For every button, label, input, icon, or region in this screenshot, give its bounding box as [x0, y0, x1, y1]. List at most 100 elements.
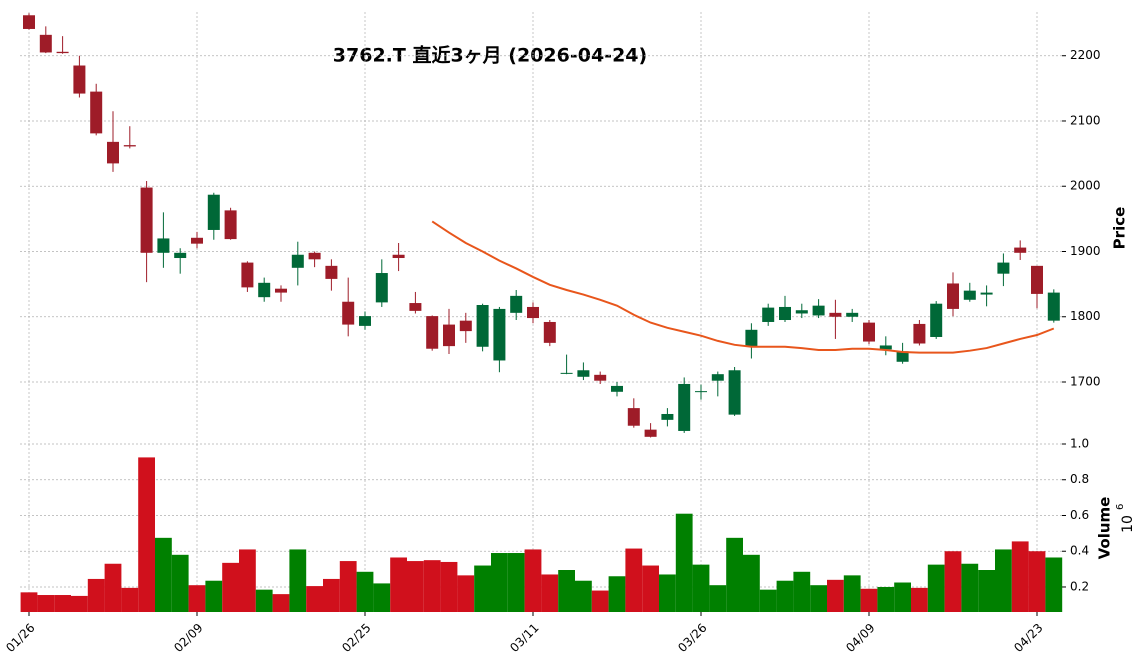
- volume-bar: [894, 582, 911, 612]
- candle-body: [258, 282, 271, 298]
- candle-body: [930, 303, 943, 337]
- volume-bar: [524, 549, 542, 612]
- volume-bar: [927, 564, 945, 612]
- candle-body: [73, 65, 86, 94]
- y-tick-label: 1700: [1070, 375, 1101, 389]
- x-tick-label: 04/23: [1011, 621, 1045, 655]
- volume-bar: [356, 571, 374, 612]
- volume-bar: [541, 574, 559, 612]
- moving-average-line: [431, 220, 1055, 354]
- candle-body: [291, 254, 304, 268]
- candle-body: [392, 254, 405, 259]
- candle-body: [174, 252, 187, 259]
- volume-bar: [642, 565, 659, 612]
- x-tick-label: 01/26: [3, 621, 37, 655]
- volume-bar: [205, 580, 223, 612]
- grid: [20, 12, 1062, 612]
- y-tick-label: 2200: [1070, 48, 1101, 62]
- candle-body: [1047, 292, 1060, 321]
- candle-body: [577, 370, 590, 377]
- y-tick-label: 2000: [1070, 179, 1101, 193]
- y-tick-label: 2100: [1070, 113, 1101, 127]
- volume-bar: [104, 563, 122, 612]
- offset-power: 6: [1115, 504, 1126, 510]
- volume-bar: [995, 549, 1012, 612]
- x-tick-label: 03/26: [675, 621, 709, 655]
- candle-body: [594, 374, 607, 381]
- candle-body: [795, 310, 808, 314]
- volume-bar: [255, 589, 273, 612]
- candle-body: [879, 345, 892, 350]
- candle-body: [762, 307, 775, 322]
- chart-title: 3762.T 直近3ヶ月 (2026-04-24): [333, 44, 647, 67]
- volume-bar: [407, 561, 424, 612]
- candle-body: [745, 329, 758, 347]
- candle-body: [443, 324, 455, 347]
- candle-body: [644, 429, 657, 437]
- candle-body: [207, 194, 220, 230]
- volume-bar: [625, 548, 643, 612]
- volume-bar: [709, 585, 727, 612]
- volume-bar: [87, 578, 105, 612]
- volume-bar: [423, 560, 441, 612]
- candle-body: [1014, 247, 1027, 253]
- volume-bar: [272, 594, 290, 612]
- candle-body: [728, 370, 741, 415]
- volume-bar: [591, 590, 609, 612]
- volume-bar: [323, 578, 340, 612]
- y-tick-label: 1900: [1070, 244, 1101, 258]
- volume-bar: [457, 575, 475, 612]
- candle-body: [560, 372, 573, 374]
- candle-body: [863, 322, 875, 342]
- candle-body: [829, 312, 842, 317]
- volume-bar: [138, 457, 155, 612]
- candle-body: [678, 383, 691, 431]
- candle-body: [275, 288, 287, 293]
- volume-offset: 10 6: [1115, 504, 1136, 533]
- volume-bar: [692, 564, 710, 612]
- volume-bar: [793, 571, 811, 612]
- volume-bar: [373, 583, 391, 612]
- y-tick-label: 0.4: [1070, 544, 1089, 558]
- y-tick-label: 1800: [1070, 309, 1101, 323]
- candle-body: [325, 265, 338, 279]
- candle-body: [896, 351, 909, 362]
- candle-body: [224, 210, 237, 240]
- candle-body: [342, 301, 355, 325]
- volume-bar: [726, 537, 743, 612]
- offset-base: 10: [1120, 515, 1136, 533]
- candle-body: [527, 306, 539, 319]
- volume-bar: [608, 576, 626, 612]
- volume-bar: [306, 586, 323, 612]
- x-tick-label: 02/25: [339, 621, 373, 655]
- candle-body: [90, 91, 103, 134]
- y-tick-label: 0.2: [1070, 579, 1089, 593]
- x-tick-label: 03/11: [507, 621, 541, 655]
- volume-bar: [491, 553, 508, 612]
- candle-body: [56, 51, 69, 54]
- candle-body: [661, 413, 674, 420]
- candle-body: [510, 295, 523, 313]
- volume-bar: [743, 554, 760, 612]
- candle-body: [39, 34, 52, 53]
- volume-bar: [659, 574, 676, 612]
- candle-body: [107, 141, 119, 164]
- price-axis-label: Price: [1111, 207, 1129, 250]
- volume-bar: [827, 579, 844, 612]
- volume-bar: [810, 585, 827, 612]
- candle-body: [947, 283, 959, 309]
- volume-bar: [944, 551, 962, 612]
- candle-body: [493, 308, 506, 361]
- candle-body: [157, 238, 170, 253]
- candle-body: [611, 385, 623, 392]
- x-tick-label: 04/09: [843, 621, 877, 655]
- candle-body: [1031, 265, 1043, 294]
- volume-bar: [843, 575, 861, 612]
- volume-bar: [759, 589, 777, 612]
- candle-body: [123, 145, 136, 147]
- volume-bar: [1045, 557, 1063, 612]
- volume-bar: [289, 549, 307, 612]
- volume-bar: [339, 561, 357, 612]
- volume-bar: [776, 580, 794, 612]
- candle-body: [426, 316, 439, 349]
